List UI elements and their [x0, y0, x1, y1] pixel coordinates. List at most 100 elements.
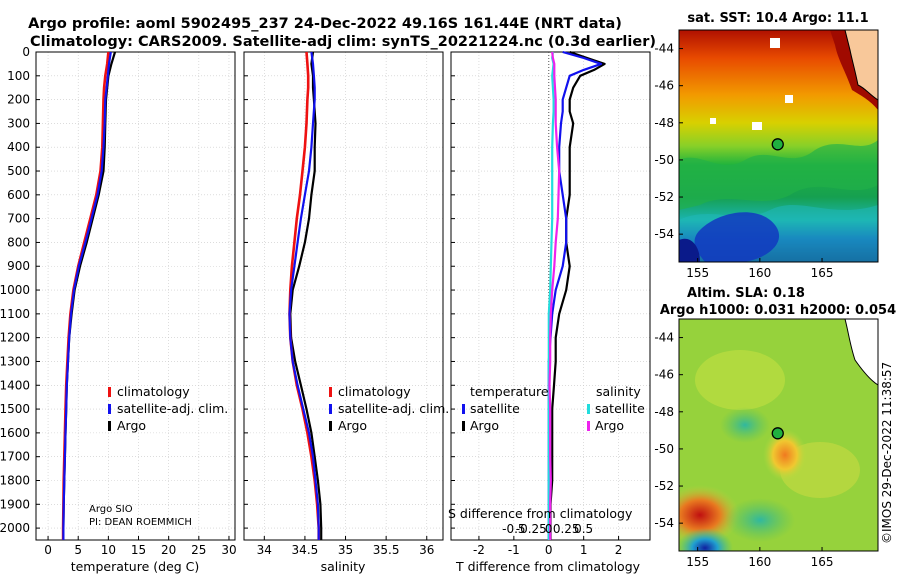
diff-legend-title-salinity: salinity [596, 384, 641, 399]
sst-nodata-patch-2 [785, 95, 793, 103]
depth-tick-label: 1100 [0, 307, 30, 321]
sla-warm-eddy [763, 429, 807, 481]
map-lat-label: -52 [654, 190, 674, 204]
legend-swatch-satellite [108, 404, 111, 414]
diff-legend-label-s-argo: Argo [595, 418, 624, 433]
difference-panel: -2 -1 0 1 2 T difference from climatology [450, 50, 651, 574]
sal-legend-swatch-satellite [329, 404, 332, 414]
x-tick-label: 36 [419, 543, 434, 557]
legend-label-climatology: climatology [117, 384, 190, 399]
series-line-s-argo [548, 51, 561, 540]
legend-label-argo: Argo [117, 418, 146, 433]
map-lat-label: -46 [654, 368, 674, 382]
sst-float-marker [771, 138, 784, 151]
series-line-t-argo [549, 50, 606, 540]
map-lat-label: -54 [654, 227, 674, 241]
depth-axis-labels: 0 100 200 300 400 500 600 700 800 900 1000 1100 1200… [0, 45, 30, 535]
difference-legend: temperature salinity satellite Argo sate… [462, 384, 645, 433]
map-lat-label: -52 [654, 479, 674, 493]
x-tick-label: 20 [161, 543, 176, 557]
diff-legend-swatch-s-argo [587, 421, 590, 431]
depth-tick-label: 1200 [0, 331, 30, 345]
map-lat-label: -44 [654, 42, 674, 56]
depth-tick-label: 200 [7, 93, 30, 107]
diff-legend-label-t-argo: Argo [470, 418, 499, 433]
x-tick-label: -2 [473, 543, 485, 557]
depth-tick-label: 400 [7, 140, 30, 154]
x-axis-label: T difference from climatology [455, 559, 641, 574]
depth-tick-label: 1300 [0, 354, 30, 368]
s-tick-label: -0.5 [502, 522, 525, 536]
sla-map-title-line1: Altim. SLA: 0.18 [687, 286, 805, 301]
map-lon-label: 165 [811, 555, 834, 569]
s-tick-label: -0.25 [516, 522, 547, 536]
sla-map: Altim. SLA: 0.18 Argo h1000: 0.031 h2000… [654, 286, 896, 569]
map-lat-label: -48 [654, 116, 674, 130]
depth-tick-label: 2000 [0, 521, 30, 535]
sla-float-marker [771, 427, 784, 440]
sla-map-ticks: 155 160 165 -44 -46 -48 -50 -52 -54 [654, 331, 833, 569]
sst-map-title: sat. SST: 10.4 Argo: 11.1 [687, 11, 868, 26]
depth-tick-label: 1800 [0, 473, 30, 487]
legend-label-satellite: satellite-adj. clim. [117, 401, 228, 416]
map-lon-label: 160 [748, 555, 771, 569]
diff-legend-swatch-t-argo [462, 421, 465, 431]
x-tick-label: 0 [44, 543, 52, 557]
depth-tick-label: 500 [7, 164, 30, 178]
float-owner: Argo SIO [89, 504, 133, 515]
series-line-climatology [61, 51, 110, 540]
x-tick-label: 1 [580, 543, 588, 557]
sla-map-frame [678, 318, 879, 552]
depth-tick-label: 1700 [0, 450, 30, 464]
diff-legend-swatch-t-satellite [462, 404, 465, 414]
sal-legend-swatch-climatology [329, 387, 332, 397]
x-tick-label: 35.5 [373, 543, 400, 557]
sst-cold-patch [694, 212, 780, 262]
x-tick-label: 34 [257, 543, 272, 557]
sla-cyan-eddy-1 [725, 498, 795, 542]
s-tick-label: 0.5 [574, 522, 593, 536]
sst-nodata-patch-3 [752, 122, 762, 130]
x-tick-label: 0 [545, 543, 553, 557]
map-lat-label: -50 [654, 153, 674, 167]
diff-legend-title-temperature: temperature [470, 384, 549, 399]
sla-blue-eddy [679, 528, 733, 551]
map-lat-label: -46 [654, 79, 674, 93]
sal-legend-label-argo: Argo [338, 418, 367, 433]
map-lon-label: 155 [686, 555, 709, 569]
s-difference-ticks: -0.5-0.250 0.250.5 [502, 522, 593, 536]
x-tick-label: -1 [508, 543, 520, 557]
legend-swatch-argo [108, 421, 111, 431]
map-lon-label: 155 [686, 266, 709, 280]
x-tick-label: 35 [338, 543, 353, 557]
x-tick-label: 10 [101, 543, 116, 557]
figure-title-line1: Argo profile: aoml 5902495_237 24-Dec-20… [28, 16, 622, 32]
x-tick-label: 15 [131, 543, 146, 557]
salinity-panel: 34 34.5 35 35.5 36 salinity [243, 51, 444, 574]
sst-land-new-zealand [844, 30, 878, 101]
plot-frame [243, 51, 444, 541]
sst-green-band [679, 140, 878, 210]
depth-tick-label: 1900 [0, 497, 30, 511]
depth-tick-label: 1000 [0, 283, 30, 297]
s-tick-label: 0 [545, 522, 553, 536]
map-lat-label: -54 [654, 516, 674, 530]
depth-tick-label: 1600 [0, 426, 30, 440]
x-tick-label: 30 [221, 543, 236, 557]
depth-tick-label: 1500 [0, 402, 30, 416]
map-lon-label: 160 [748, 266, 771, 280]
plot-frame [35, 51, 236, 541]
map-lat-label: -50 [654, 442, 674, 456]
sal-legend-label-climatology: climatology [338, 384, 411, 399]
temperature-panel: 0 5 10 15 20 25 30 temperature (deg C) [35, 51, 237, 574]
map-lon-label: 165 [811, 266, 834, 280]
series-line-climatology [288, 51, 321, 540]
s-tick-label: 0.25 [553, 522, 580, 536]
depth-tick-label: 0 [22, 45, 30, 59]
temperature-legend: climatology satellite-adj. clim. Argo [108, 384, 228, 433]
depth-tick-label: 700 [7, 212, 30, 226]
depth-tick-label: 1400 [0, 378, 30, 392]
series-line-argo [62, 51, 117, 540]
salinity-legend: climatology satellite-adj. clim. Argo [329, 384, 449, 433]
